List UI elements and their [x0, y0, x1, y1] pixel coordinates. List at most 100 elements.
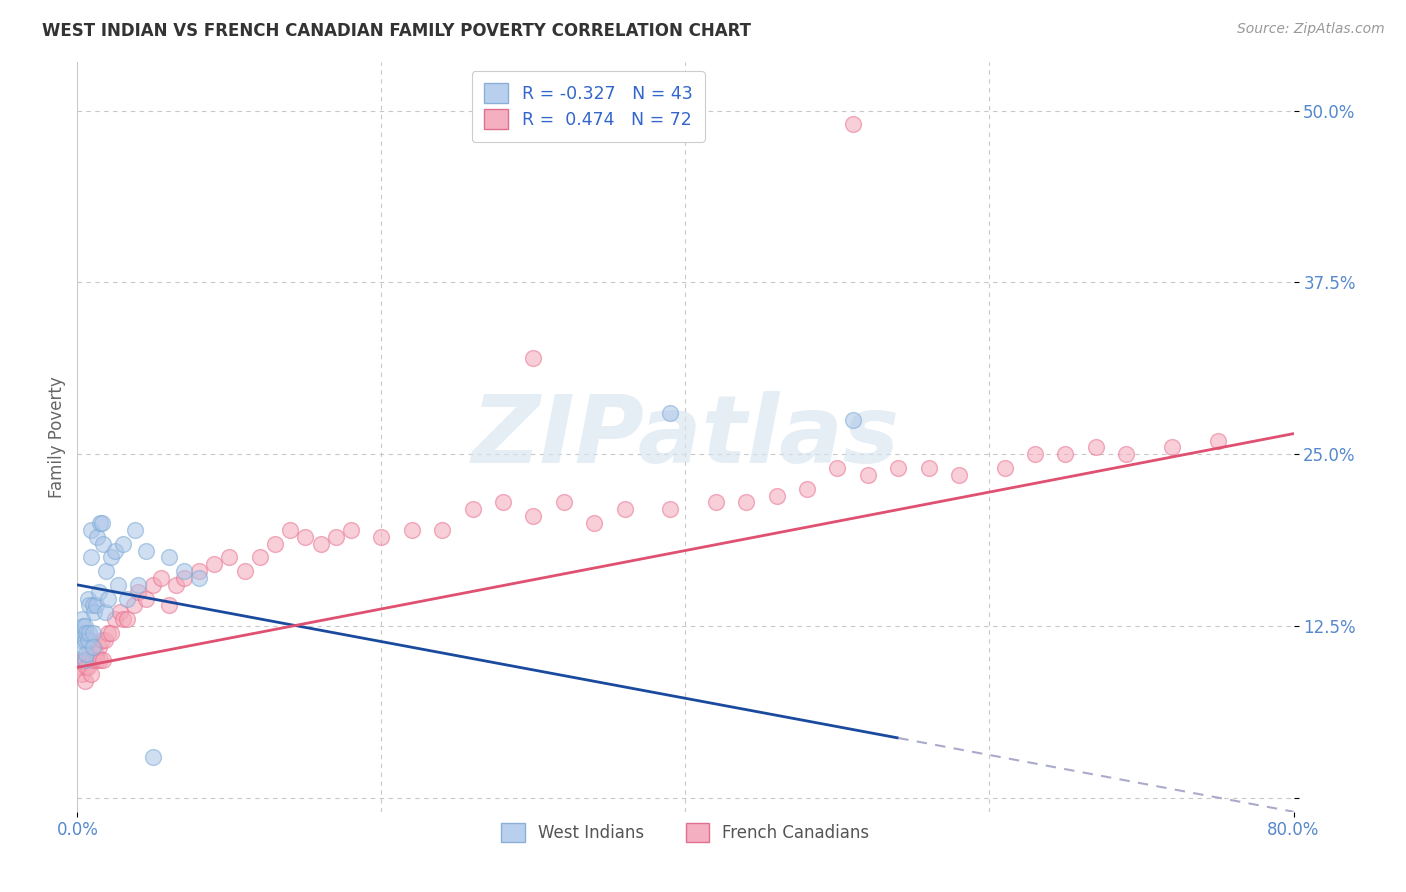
Point	[69, 660, 91, 674]
Point	[79, 632, 101, 647]
Point	[249, 550, 271, 565]
Point	[173, 571, 195, 585]
Point	[188, 571, 211, 585]
Point	[83, 606, 105, 620]
Point	[117, 612, 139, 626]
Point	[84, 599, 107, 613]
Point	[142, 749, 165, 764]
Point	[135, 543, 157, 558]
Point	[80, 550, 103, 565]
Point	[75, 647, 97, 661]
Point	[107, 578, 129, 592]
Point	[93, 606, 115, 620]
Point	[69, 632, 91, 647]
Point	[278, 523, 301, 537]
Point	[827, 461, 849, 475]
Point	[948, 467, 970, 482]
Point	[918, 461, 941, 475]
Point	[124, 523, 146, 537]
Point	[370, 530, 392, 544]
Point	[401, 523, 423, 537]
Point	[1161, 441, 1184, 455]
Point	[90, 632, 112, 647]
Point	[87, 640, 110, 654]
Point	[173, 564, 195, 578]
Point	[104, 612, 127, 626]
Point	[82, 640, 104, 654]
Point	[82, 653, 104, 667]
Point	[127, 578, 149, 592]
Point	[75, 626, 97, 640]
Point	[97, 591, 120, 606]
Point	[887, 461, 910, 475]
Point	[233, 564, 256, 578]
Point	[165, 578, 187, 592]
Point	[70, 667, 93, 681]
Point	[117, 591, 139, 606]
Point	[157, 599, 180, 613]
Point	[1206, 434, 1229, 448]
Point	[765, 489, 787, 503]
Point	[430, 523, 453, 537]
Point	[91, 536, 114, 550]
Point	[188, 564, 211, 578]
Point	[264, 536, 287, 550]
Point	[90, 516, 112, 530]
Point	[111, 612, 134, 626]
Point	[91, 653, 114, 667]
Point	[841, 117, 863, 131]
Point	[522, 509, 544, 524]
Point	[100, 550, 122, 565]
Point	[97, 626, 120, 640]
Point	[104, 543, 127, 558]
Point	[461, 502, 484, 516]
Point	[96, 564, 118, 578]
Point	[100, 626, 122, 640]
Point	[856, 467, 879, 482]
Point	[77, 660, 100, 674]
Point	[142, 578, 165, 592]
Point	[111, 536, 134, 550]
Point	[735, 495, 758, 509]
Y-axis label: Family Poverty: Family Poverty	[48, 376, 66, 498]
Point	[583, 516, 606, 530]
Point	[77, 632, 100, 647]
Point	[79, 626, 101, 640]
Text: Source: ZipAtlas.com: Source: ZipAtlas.com	[1237, 22, 1385, 37]
Point	[218, 550, 240, 565]
Point	[659, 406, 682, 420]
Point	[82, 599, 104, 613]
Point	[613, 502, 636, 516]
Point	[89, 516, 111, 530]
Point	[1024, 447, 1046, 461]
Point	[75, 660, 97, 674]
Point	[841, 413, 863, 427]
Point	[89, 653, 111, 667]
Point	[127, 584, 149, 599]
Point	[79, 599, 101, 613]
Point	[84, 647, 107, 661]
Point	[202, 558, 225, 572]
Text: ZIPatlas: ZIPatlas	[471, 391, 900, 483]
Legend: West Indians, French Canadians: West Indians, French Canadians	[491, 813, 880, 852]
Point	[72, 640, 94, 654]
Point	[1115, 447, 1137, 461]
Point	[72, 619, 94, 633]
Point	[492, 495, 515, 509]
Point	[1054, 447, 1077, 461]
Point	[796, 482, 818, 496]
Point	[157, 550, 180, 565]
Point	[994, 461, 1017, 475]
Point	[86, 530, 108, 544]
Point	[149, 571, 172, 585]
Point	[93, 632, 115, 647]
Point	[86, 653, 108, 667]
Point	[80, 667, 103, 681]
Point	[108, 606, 131, 620]
Point	[294, 530, 316, 544]
Point	[87, 584, 110, 599]
Point	[83, 640, 105, 654]
Point	[309, 536, 332, 550]
Point	[73, 653, 96, 667]
Point	[340, 523, 363, 537]
